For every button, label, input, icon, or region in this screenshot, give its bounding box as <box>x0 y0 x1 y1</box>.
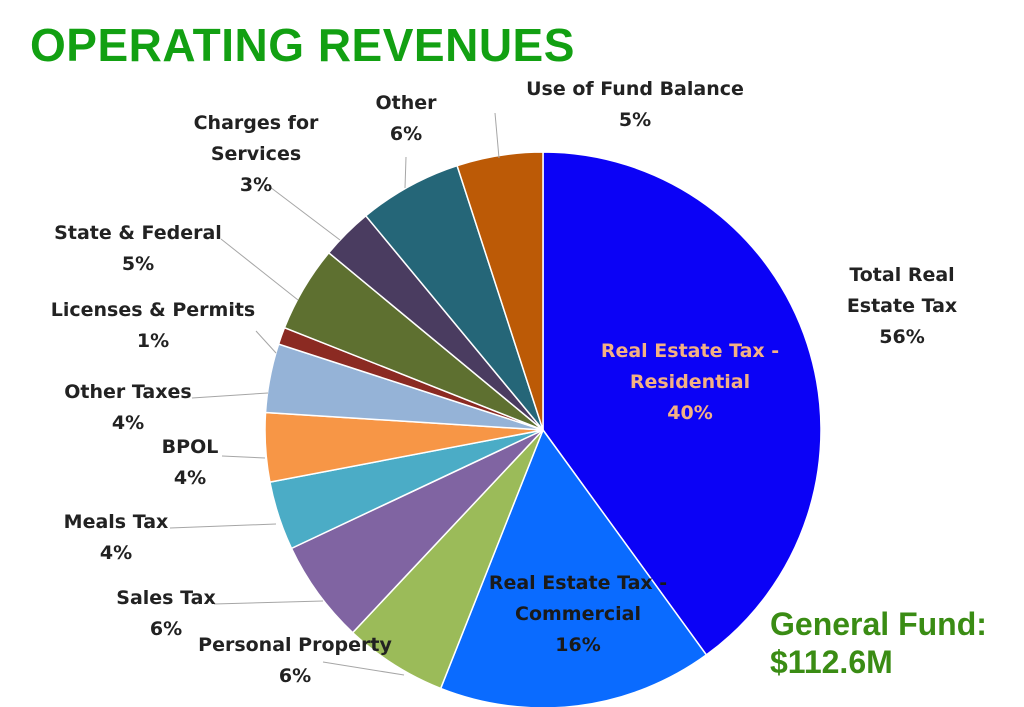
slice-label-licenses-permits: Licenses & Permits 1% <box>51 299 255 352</box>
slice-labels: Real Estate Tax -Residential 40% Real Esta… <box>51 78 957 687</box>
slice-label-real-estate-tax-residential: Real Estate Tax -Residential 40% <box>601 340 779 424</box>
leader-line-sales-tax <box>213 600 324 605</box>
leader-line-state-federal <box>220 238 299 301</box>
slice-label-charges-for-services: Charges for Services 3% <box>194 112 319 196</box>
leader-line-meals-tax <box>169 523 277 529</box>
leader-line-other <box>404 156 407 189</box>
leader-line-licenses-permits <box>255 330 277 354</box>
pie-slice-use-of-fund-balance <box>456 151 544 431</box>
general-fund-total: General Fund: $112.6M <box>770 606 987 682</box>
general-fund-label: General Fund: <box>770 606 987 642</box>
leader-line-charges-for-services <box>269 186 341 241</box>
leader-line-other-taxes <box>191 392 269 399</box>
slice-label-meals-tax: Meals Tax 4% <box>64 511 169 564</box>
slice-label-other-taxes: Other Taxes 4% <box>64 381 191 434</box>
slice-label-state-federal: State & Federal 5% <box>54 222 222 275</box>
pie-slice-real-estate-tax-residential <box>542 151 822 656</box>
slice-label-other: Other 6% <box>375 92 437 145</box>
pie-slice-real-estate-tax-commercial <box>439 428 708 707</box>
leader-line-bpol <box>221 455 266 459</box>
page-title: OPERATING REVENUES <box>30 19 575 71</box>
general-fund-amount: $112.6M <box>770 643 893 680</box>
slice-label-bpol: BPOL 4% <box>162 436 219 489</box>
slice-label-personal-property: Personal Property 6% <box>198 634 392 687</box>
slice-label-real-estate-tax-commercial: Real Estate Tax -Commercial 16% <box>489 572 667 656</box>
pie-slices <box>264 151 822 707</box>
slice-label-use-of-fund-balance: Use of Fund Balance 5% <box>526 78 744 131</box>
slice-label-sales-tax: Sales Tax 6% <box>116 587 215 640</box>
leader-line-personal-property <box>322 661 405 676</box>
leader-line-use-of-fund-balance <box>494 112 500 159</box>
group-label-total-real-estate-tax: Total Real Estate Tax 56% <box>847 264 957 348</box>
